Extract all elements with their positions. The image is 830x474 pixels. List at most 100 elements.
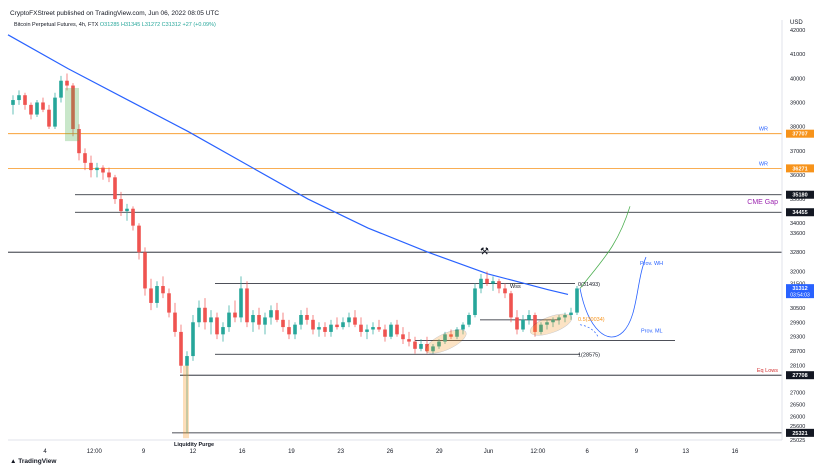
candle (281, 319, 285, 328)
projection-up-path (579, 206, 631, 289)
y-tick-label: 28100 (790, 364, 805, 370)
published-header: CryptoFXStreet published on TradingView.… (10, 10, 220, 17)
annotation-label: Wss (510, 284, 521, 290)
candle (431, 346, 435, 352)
candle (185, 356, 189, 366)
candle (389, 324, 393, 337)
x-tick-label: 26 (387, 449, 394, 455)
candle (293, 324, 297, 335)
symbol-info: Bitcoin Perpetual Futures, 4h, FTX O3128… (14, 22, 216, 28)
candle (65, 80, 69, 86)
x-tick-label: 16 (239, 449, 246, 455)
candle (383, 329, 387, 337)
candle (95, 167, 99, 171)
y-tick-label: 36000 (790, 173, 805, 179)
candle (437, 341, 441, 347)
ohlc-values: O31285 H31345 L31272 C31312 +27 (+0.09%) (99, 22, 216, 28)
candle (17, 95, 21, 101)
candle (341, 322, 345, 328)
candle (407, 339, 411, 342)
candle (401, 334, 405, 340)
candle (521, 319, 525, 330)
tradingview-logo[interactable]: ▲ TradingView (10, 458, 56, 465)
y-tick-label: 29300 (790, 335, 805, 341)
candle (545, 322, 549, 325)
logo-text: TradingView (18, 458, 57, 465)
price-label-text: 27708 (792, 373, 807, 379)
price-label-text: 36271 (792, 166, 807, 172)
x-tick-label: 9 (142, 449, 146, 455)
x-tick-label: 29 (436, 449, 443, 455)
candle (239, 288, 243, 318)
candle (221, 327, 225, 335)
candle (77, 129, 81, 154)
currency-label: USD (790, 20, 803, 26)
projection-dashed-path (579, 324, 599, 337)
annotation-label: Liquidity Purge (174, 442, 214, 448)
candle (203, 307, 207, 323)
annotation-label: WR (759, 127, 768, 133)
candle (233, 312, 237, 318)
y-tick-label: 26000 (790, 414, 805, 420)
annotation-label: Prov. ML (641, 329, 663, 335)
candle (41, 102, 45, 110)
candle (317, 327, 321, 330)
candle (113, 177, 117, 200)
candle (149, 288, 153, 303)
candle (377, 327, 381, 330)
candle (365, 329, 369, 332)
candle (575, 288, 579, 313)
x-tick-label: 13 (682, 449, 689, 455)
candle (107, 172, 111, 178)
candle (71, 85, 75, 130)
candle (167, 293, 171, 313)
candle (485, 278, 489, 284)
candle (11, 100, 15, 105)
candle (569, 312, 573, 316)
y-tick-label: 39000 (790, 100, 805, 106)
y-tick-label: 41000 (790, 52, 805, 58)
candle (335, 324, 339, 328)
x-tick-label: 12 (190, 449, 197, 455)
candle (179, 331, 183, 366)
price-label-box (786, 190, 814, 199)
candle (359, 324, 363, 332)
candle (137, 225, 141, 253)
y-tick-label: 38000 (790, 125, 805, 131)
liquidity-purge-box (183, 365, 189, 439)
candle (347, 317, 351, 323)
y-tick-label: 42000 (790, 28, 805, 34)
candle (101, 167, 105, 173)
hammer-icon: ⚒ (480, 247, 489, 258)
candle (119, 199, 123, 212)
candle (533, 315, 537, 332)
candle (269, 310, 273, 318)
fib-label: 0(31493) (578, 282, 600, 288)
candle (539, 324, 543, 332)
fib-label: 0.5(30034) (578, 317, 605, 323)
candle (455, 329, 459, 337)
y-tick-label: 27000 (790, 390, 805, 396)
candle (299, 315, 303, 325)
candle (143, 252, 147, 289)
annotation-label: Eq Lows (757, 368, 778, 374)
candle (461, 324, 465, 330)
candle (497, 281, 501, 289)
highlight-box (65, 87, 79, 142)
y-tick-label: 25600 (790, 424, 805, 430)
annotation-label: WR (759, 161, 768, 167)
price-label-box (786, 284, 814, 299)
candle (191, 322, 195, 357)
x-tick-label: 12:00 (530, 449, 546, 455)
candle (371, 327, 375, 330)
candle (311, 319, 315, 330)
candle (35, 102, 39, 115)
x-tick-label: 23 (337, 449, 344, 455)
candle (509, 293, 513, 318)
candle (251, 315, 255, 323)
y-tick-label: 29900 (790, 320, 805, 326)
candle (209, 317, 213, 323)
price-label-sub: 03:54:03 (790, 293, 810, 299)
